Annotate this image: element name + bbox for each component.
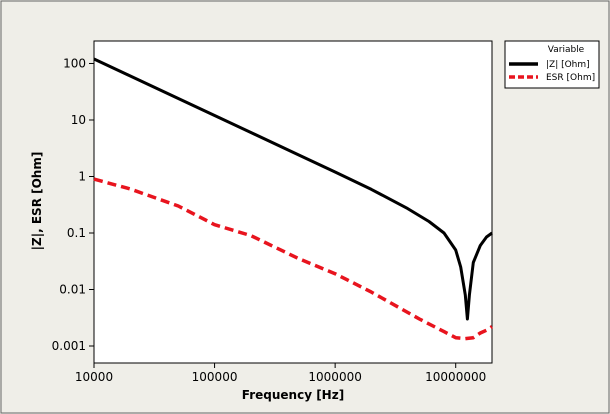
y-axis-title: |Z|, ESR [Ohm] (30, 152, 44, 251)
y-tick-label: 1 (78, 169, 86, 183)
legend: Variable |Z| [Ohm] ESR [Ohm] (505, 41, 599, 88)
legend-entry-esr: ESR [Ohm] (546, 73, 595, 83)
plot-area (94, 41, 492, 363)
y-tick-label: 100 (63, 56, 86, 70)
x-tick-label: 10000 (75, 370, 113, 384)
y-tick-label: 0.1 (67, 226, 86, 240)
x-tick-label: 10000000 (425, 370, 486, 384)
y-tick-label: 0.001 (52, 339, 86, 353)
legend-title: Variable (548, 45, 585, 55)
x-tick-label: 100000 (192, 370, 238, 384)
y-tick-label: 0.01 (59, 282, 86, 296)
y-tick-label: 10 (71, 113, 86, 127)
x-tick-label: 1000000 (308, 370, 361, 384)
x-axis-title: Frequency [Hz] (242, 388, 344, 402)
legend-entry-z: |Z| [Ohm] (546, 60, 590, 70)
